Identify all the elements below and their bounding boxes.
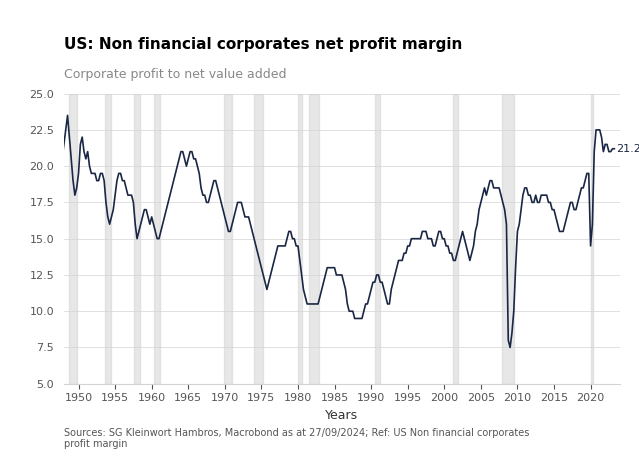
Bar bbox=[590, 94, 593, 384]
Bar bbox=[298, 94, 302, 384]
Text: Corporate profit to net value added: Corporate profit to net value added bbox=[64, 68, 286, 81]
Bar bbox=[502, 94, 514, 384]
Bar bbox=[134, 94, 140, 384]
Bar bbox=[375, 94, 380, 384]
Bar bbox=[105, 94, 111, 384]
X-axis label: Years: Years bbox=[325, 409, 358, 422]
Bar bbox=[224, 94, 231, 384]
Bar bbox=[309, 94, 320, 384]
Bar bbox=[153, 94, 160, 384]
Bar bbox=[254, 94, 263, 384]
Text: US: Non financial corporates net profit margin: US: Non financial corporates net profit … bbox=[64, 37, 462, 52]
Bar bbox=[453, 94, 458, 384]
Text: Sources: SG Kleinwort Hambros, Macrobond as at 27/09/2024; Ref: US Non financial: Sources: SG Kleinwort Hambros, Macrobond… bbox=[64, 428, 529, 449]
Text: 21.2: 21.2 bbox=[617, 144, 639, 154]
Bar bbox=[69, 94, 77, 384]
